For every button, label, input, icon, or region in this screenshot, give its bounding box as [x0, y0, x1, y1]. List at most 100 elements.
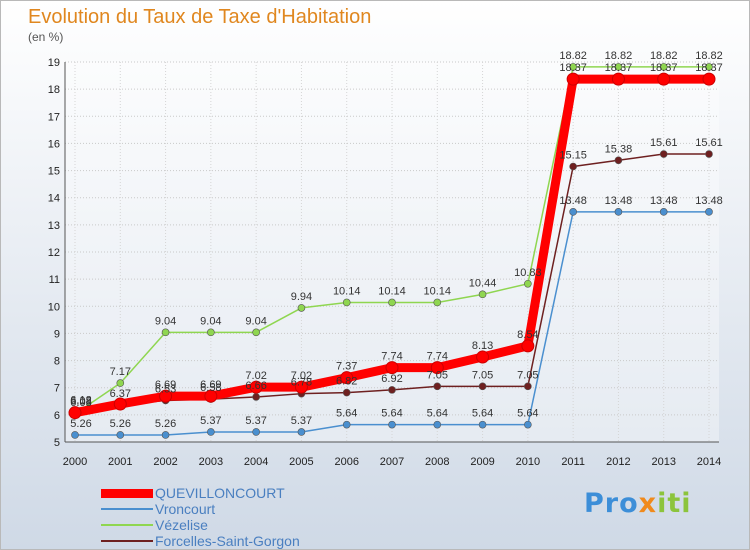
data-point — [705, 150, 713, 158]
data-point — [297, 428, 306, 436]
data-label: 7.05 — [472, 369, 493, 381]
proxiti-logo: Proxiti — [584, 488, 692, 519]
data-label: 13.48 — [695, 195, 723, 207]
data-label: 18.37 — [605, 62, 633, 74]
y-tick-label: 10 — [48, 301, 60, 313]
data-point — [71, 431, 79, 439]
data-label: 7.17 — [110, 366, 131, 378]
data-point — [524, 279, 532, 288]
data-point — [340, 371, 354, 385]
data-label: 13.48 — [605, 195, 633, 207]
data-label: 5.64 — [427, 408, 448, 420]
data-point — [297, 304, 306, 312]
data-label: 9.04 — [245, 315, 266, 327]
data-point — [116, 431, 125, 439]
legend-item: Vroncourt — [101, 501, 300, 517]
logo-part-3: iti — [657, 488, 692, 519]
data-label: 15.61 — [650, 137, 678, 149]
legend-swatch — [101, 488, 153, 498]
x-tick-label: 2013 — [651, 456, 675, 468]
logo-part-2: x — [638, 488, 658, 519]
legend-swatch — [101, 540, 153, 542]
data-label: 5.26 — [110, 418, 131, 430]
y-tick-label: 7 — [54, 383, 60, 395]
data-label: 9.04 — [155, 315, 176, 327]
data-point — [705, 63, 713, 71]
data-point — [521, 339, 535, 353]
data-label: 18.37 — [695, 62, 723, 74]
data-point — [252, 393, 260, 401]
data-label: 7.02 — [245, 370, 266, 382]
data-label: 5.37 — [200, 415, 221, 427]
data-label: 6.66 — [245, 380, 266, 392]
data-point — [566, 72, 580, 86]
data-point — [569, 63, 577, 71]
y-tick-label: 17 — [48, 111, 60, 123]
x-tick-label: 2004 — [244, 456, 268, 468]
data-label: 6.08 — [70, 396, 91, 408]
data-label: 7.74 — [427, 351, 448, 363]
data-label: 13.48 — [559, 195, 587, 207]
data-label: 7.05 — [517, 369, 538, 381]
y-tick-label: 15 — [48, 166, 60, 178]
data-point — [478, 420, 487, 429]
data-label: 6.03 — [70, 397, 91, 409]
data-label: 18.82 — [605, 50, 633, 62]
data-label: 6.37 — [110, 388, 131, 400]
chart-unit-label: (en %) — [28, 30, 64, 44]
data-point — [207, 428, 215, 436]
y-tick-label: 14 — [48, 193, 60, 205]
data-point — [524, 420, 532, 429]
data-point — [478, 290, 487, 299]
data-label: 9.94 — [291, 291, 312, 303]
legend-label: Forcelles-Saint-Gorgon — [155, 533, 300, 549]
x-tick-label: 2007 — [380, 456, 404, 468]
data-label: 5.37 — [291, 415, 312, 427]
data-label: 5.26 — [70, 418, 91, 430]
data-label: 6.12 — [70, 395, 91, 407]
data-label: 9.04 — [200, 315, 221, 327]
chart-title: Evolution du Taux de Taxe d'Habitation — [28, 6, 372, 28]
data-point — [659, 150, 668, 158]
y-tick-label: 18 — [48, 84, 60, 96]
data-point — [524, 382, 532, 391]
legend-label: Vézelise — [155, 517, 208, 533]
y-tick-label: 19 — [48, 57, 60, 69]
data-label: 6.78 — [291, 377, 312, 389]
y-tick-label: 16 — [48, 138, 60, 150]
data-label: 18.37 — [650, 62, 678, 74]
data-point — [388, 386, 396, 394]
y-tick-label: 8 — [54, 356, 60, 368]
data-label: 5.64 — [517, 408, 538, 420]
data-label: 8.13 — [472, 340, 493, 352]
data-point — [657, 72, 671, 86]
legend-item: Vézelise — [101, 517, 300, 533]
data-point — [614, 63, 623, 71]
data-point — [249, 380, 263, 394]
data-label: 10.14 — [424, 285, 452, 297]
data-label: 7.05 — [427, 369, 448, 381]
data-point — [614, 156, 623, 165]
data-point — [702, 72, 716, 86]
data-point — [388, 420, 396, 429]
data-label: 6.69 — [200, 379, 221, 391]
legend-item: Forcelles-Saint-Gorgon — [101, 533, 300, 549]
data-point — [207, 328, 215, 337]
data-label: 10.14 — [333, 285, 361, 297]
data-label: 5.26 — [155, 418, 176, 430]
data-label: 18.37 — [559, 62, 587, 74]
legend-swatch — [101, 508, 153, 510]
legend: QUEVILLONCOURT Vroncourt Vézelise Forcelles… — [101, 485, 300, 549]
data-label: 6.58 — [200, 382, 221, 394]
legend-label: Vroncourt — [155, 501, 216, 517]
y-tick-label: 6 — [54, 410, 60, 422]
data-point — [659, 208, 668, 216]
data-point — [430, 361, 444, 375]
y-tick-label: 9 — [54, 328, 60, 340]
data-point — [569, 208, 577, 216]
data-point — [342, 388, 351, 397]
data-point — [611, 72, 625, 86]
data-point — [433, 420, 442, 429]
x-tick-label: 2001 — [108, 456, 132, 468]
x-tick-label: 2010 — [516, 456, 540, 468]
